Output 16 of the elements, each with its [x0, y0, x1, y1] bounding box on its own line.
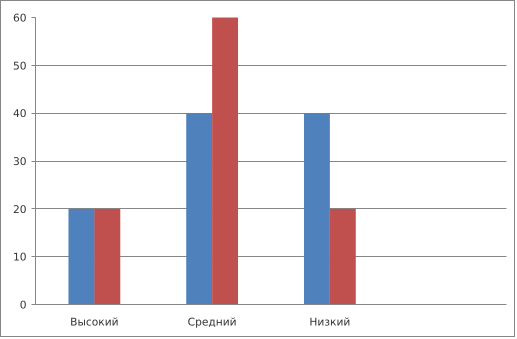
- x-tick-label: Низкий: [309, 316, 350, 328]
- y-tick-label: 60: [12, 12, 27, 24]
- y-tick-label: 40: [12, 107, 27, 120]
- bar: [212, 18, 238, 304]
- y-tick-label: 20: [12, 202, 27, 216]
- bar: [68, 208, 94, 304]
- y-tick-label: 30: [12, 155, 27, 168]
- y-tick-label: 0: [20, 298, 27, 312]
- x-tick-label: Высокий: [70, 316, 119, 328]
- bar: [330, 208, 356, 304]
- x-tick-label: Средний: [188, 316, 237, 328]
- y-tick-label: 50: [12, 59, 27, 72]
- y-tick-label: 10: [12, 250, 27, 264]
- bar: [186, 113, 212, 304]
- bar: [304, 113, 330, 304]
- bar: [94, 208, 120, 304]
